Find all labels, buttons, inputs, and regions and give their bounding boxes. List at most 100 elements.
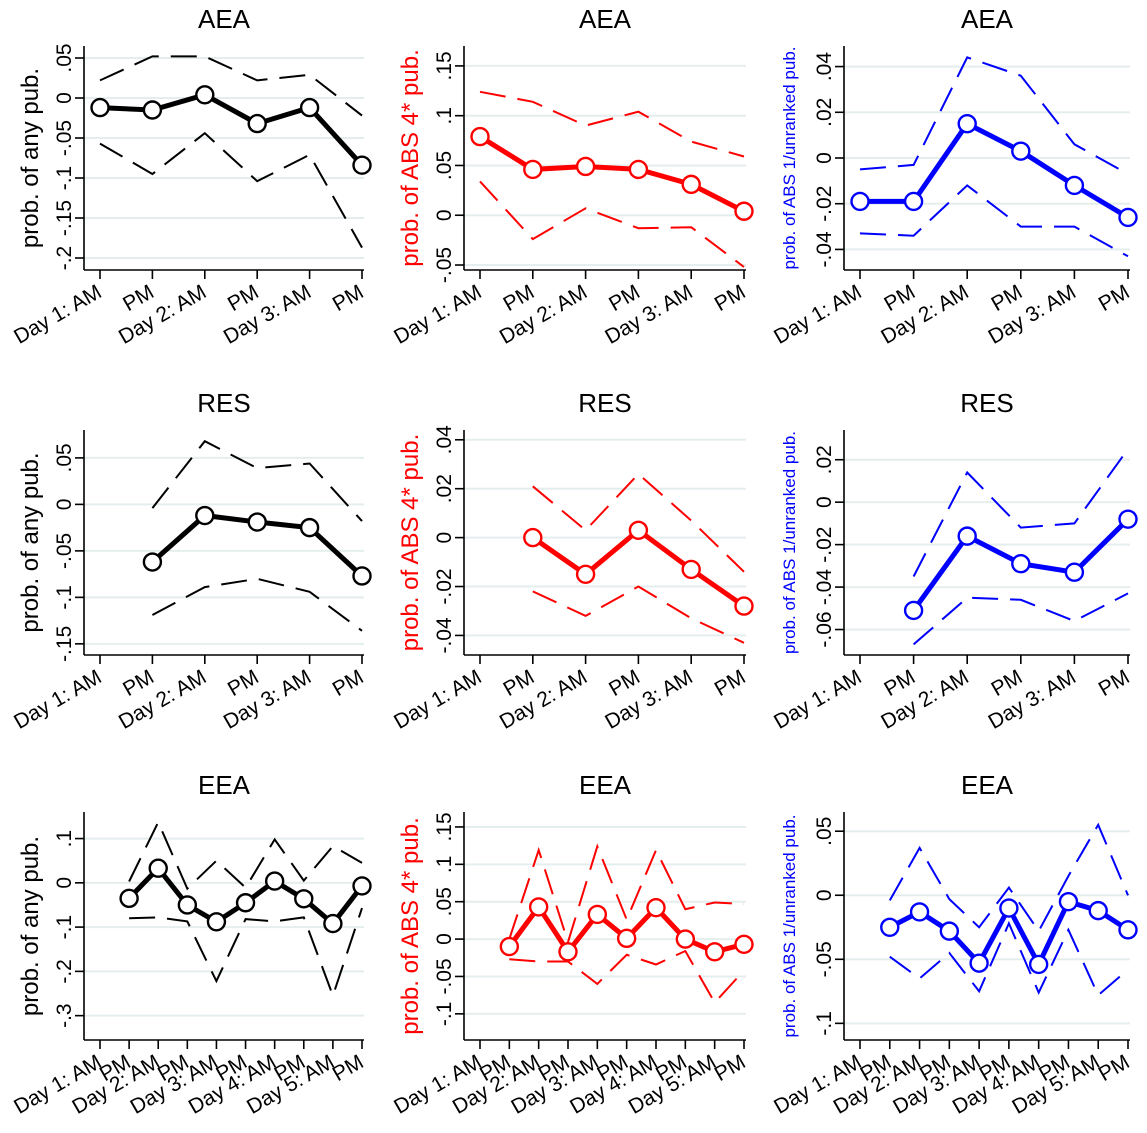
- data-point: [969, 953, 989, 973]
- data-point: [704, 942, 725, 962]
- data-point: [1064, 562, 1085, 582]
- data-point: [628, 520, 649, 540]
- y-tick-label: -.05: [53, 533, 76, 569]
- data-point: [195, 505, 215, 526]
- y-tick-label: -.2: [53, 246, 76, 271]
- upper-ci-line: [479, 90, 745, 158]
- y-tick-label: .02: [813, 98, 836, 127]
- x-tick-label: PM: [711, 665, 750, 701]
- y-tick-label: .15: [433, 812, 456, 841]
- y-tick-label: -.04: [813, 231, 836, 268]
- y-tick-label: .04: [813, 52, 836, 82]
- data-point: [142, 552, 163, 572]
- data-point: [850, 191, 870, 212]
- y-tick-label: -.04: [433, 617, 456, 654]
- lower-ci-line: [509, 949, 745, 1005]
- data-point: [903, 191, 924, 212]
- panel-3-ylabel: prob. of ABS 1/unranked pub.: [780, 46, 799, 269]
- x-tick-label: PM: [711, 1050, 750, 1086]
- data-point: [90, 97, 110, 118]
- data-point: [675, 929, 696, 949]
- panel-8-title: EEA: [579, 770, 632, 800]
- y-tick-label: -.15: [53, 626, 76, 662]
- x-tick-label: PM: [1095, 665, 1134, 701]
- data-point: [628, 159, 649, 180]
- data-point: [523, 159, 543, 180]
- x-tick-label: PM: [329, 280, 368, 316]
- y-tick-label: .15: [433, 51, 456, 80]
- data-point: [499, 936, 520, 957]
- panel-7-ylabel: prob. of any pub.: [17, 836, 44, 1016]
- data-point: [528, 897, 549, 917]
- data-point: [1011, 141, 1031, 161]
- panel-3-title: AEA: [961, 4, 1014, 34]
- y-tick-label: -.1: [433, 1002, 456, 1027]
- upper-ci-line: [532, 472, 745, 573]
- x-tick-label: PM: [1095, 1050, 1134, 1086]
- y-tick-label: 0: [53, 877, 76, 889]
- data-point: [909, 902, 930, 922]
- lower-ci-line: [151, 577, 363, 632]
- estimate-line: [478, 134, 746, 214]
- data-point: [352, 876, 372, 896]
- upper-ci-line: [128, 819, 363, 891]
- lower-ci-line: [912, 592, 1129, 646]
- data-point: [247, 113, 267, 134]
- data-point: [957, 114, 977, 134]
- data-point: [235, 893, 256, 913]
- panel-9-ylabel: prob. of ABS 1/unranked pub.: [780, 814, 799, 1037]
- data-point: [681, 559, 701, 580]
- x-tick-label: PM: [711, 280, 750, 316]
- y-tick-label: -.02: [433, 568, 456, 604]
- data-point: [558, 942, 578, 962]
- y-tick-label: -.02: [813, 527, 836, 563]
- x-tick-label: Day 1: AM: [10, 280, 105, 348]
- y-tick-label: -.05: [813, 941, 836, 977]
- y-tick-label: .1: [433, 107, 456, 125]
- estimate-line: [99, 92, 364, 167]
- data-point: [587, 904, 608, 925]
- y-tick-label: -.1: [53, 585, 76, 610]
- panel-6-ylabel: prob. of ABS 1/unranked pub.: [780, 431, 799, 654]
- y-tick-label: -.02: [813, 186, 836, 222]
- x-tick-label: Day 1: AM: [770, 280, 865, 348]
- x-tick-label: Day 1: AM: [10, 665, 105, 733]
- data-point: [1011, 554, 1031, 574]
- data-point: [1064, 175, 1085, 196]
- upper-ci-line: [888, 822, 1129, 934]
- data-point: [1058, 891, 1079, 912]
- data-point: [1028, 954, 1049, 975]
- data-point: [681, 174, 701, 195]
- x-tick-label: Day 1: AM: [770, 665, 865, 733]
- lower-ci-line: [859, 184, 1129, 258]
- upper-ci-line: [99, 55, 363, 117]
- y-tick-label: 0: [53, 499, 76, 511]
- data-point: [734, 201, 754, 221]
- y-tick-label: -.1: [53, 166, 76, 191]
- y-tick-label: .1: [433, 856, 456, 874]
- data-point: [299, 97, 320, 118]
- panel-2-ylabel: prob. of ABS 4* pub.: [397, 49, 424, 267]
- x-tick-label: PM: [329, 665, 368, 701]
- y-tick-label: -.04: [813, 569, 836, 606]
- y-tick-label: 0: [813, 152, 836, 164]
- y-tick-label: -.3: [53, 1003, 76, 1028]
- upper-ci-line: [912, 448, 1129, 577]
- data-point: [616, 928, 637, 949]
- panel-1-title: AEA: [198, 4, 251, 34]
- data-point: [903, 600, 924, 621]
- data-point: [142, 100, 163, 120]
- y-tick-label: -.15: [53, 200, 76, 236]
- data-point: [957, 526, 977, 546]
- y-tick-label: 0: [433, 933, 456, 945]
- upper-ci-line: [151, 439, 363, 522]
- upper-ci-line: [508, 843, 745, 946]
